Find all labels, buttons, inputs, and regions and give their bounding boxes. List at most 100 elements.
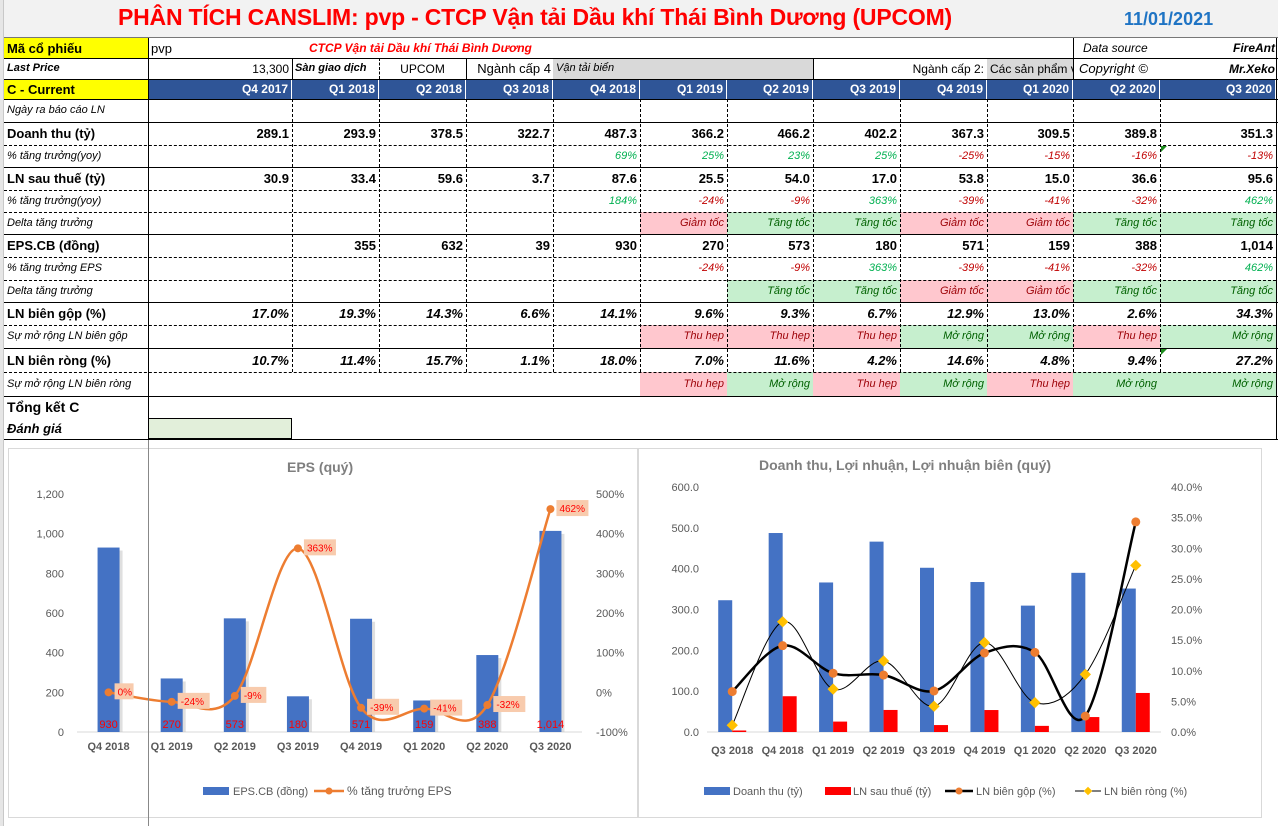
table-cell[interactable]: 466.2 (777, 126, 810, 141)
table-cell[interactable]: Tăng tốc (727, 280, 813, 302)
table-cell[interactable]: -25% (958, 149, 984, 162)
row-label[interactable]: LN biên ròng (%) (7, 352, 111, 368)
industry2-value[interactable]: Các sản phẩm v (987, 58, 1074, 79)
table-cell[interactable] (727, 99, 813, 122)
table-cell[interactable]: Mở rộng (1160, 372, 1276, 396)
table-cell[interactable]: 367.3 (951, 126, 984, 141)
table-cell[interactable]: Giảm tốc (987, 212, 1073, 234)
quarter-header[interactable]: Q3 2020 (1160, 79, 1276, 99)
table-cell[interactable]: 9.6% (694, 306, 724, 321)
row-label[interactable]: EPS.CB (đồng) (7, 238, 100, 253)
table-cell[interactable] (553, 257, 640, 280)
table-cell[interactable]: -24% (698, 194, 724, 207)
table-cell[interactable] (466, 190, 553, 212)
table-cell[interactable]: -39% (958, 194, 984, 207)
table-cell[interactable] (148, 325, 292, 348)
table-cell[interactable]: Thu hẹp (1073, 325, 1160, 348)
table-cell[interactable]: 2.6% (1127, 306, 1157, 321)
table-cell[interactable] (292, 280, 379, 302)
table-cell[interactable]: Giảm tốc (900, 280, 987, 302)
table-cell[interactable]: 571 (962, 238, 984, 253)
table-cell[interactable] (466, 280, 553, 302)
table-cell[interactable] (553, 212, 640, 234)
data-source-value[interactable]: FireAnt (1233, 41, 1275, 55)
table-cell[interactable]: 13.0% (1033, 306, 1070, 321)
table-cell[interactable]: Mở rộng (900, 372, 987, 396)
table-cell[interactable]: 9.4% (1127, 352, 1157, 368)
table-cell[interactable] (148, 99, 292, 122)
table-cell[interactable]: 19.3% (339, 306, 376, 321)
table-cell[interactable]: 18.0% (600, 352, 637, 368)
table-cell[interactable]: 270 (702, 238, 724, 253)
table-cell[interactable] (379, 372, 466, 396)
quarter-header[interactable]: Q1 2018 (292, 79, 379, 99)
table-cell[interactable]: 322.7 (517, 126, 550, 141)
ticker-label[interactable]: Mã cổ phiếu (4, 38, 148, 58)
quarter-header[interactable]: Q4 2019 (900, 79, 987, 99)
table-cell[interactable] (640, 280, 727, 302)
table-cell[interactable]: 1,014 (1240, 238, 1273, 253)
table-cell[interactable]: 17.0 (871, 171, 897, 186)
table-cell[interactable] (379, 257, 466, 280)
table-cell[interactable]: -15% (1044, 149, 1070, 162)
table-cell[interactable] (292, 257, 379, 280)
table-cell[interactable]: -16% (1131, 149, 1157, 162)
table-cell[interactable] (148, 257, 292, 280)
quarter-header[interactable]: Q2 2020 (1073, 79, 1160, 99)
row-label[interactable]: Sự mở rộng LN biên gộp (7, 330, 128, 342)
table-cell[interactable] (292, 372, 379, 396)
row-label[interactable]: % tăng trưởng(yoy) (7, 149, 102, 162)
exchange-value[interactable]: UPCOM (400, 61, 445, 76)
table-cell[interactable]: 14.1% (600, 306, 637, 321)
table-cell[interactable]: -41% (1044, 262, 1070, 274)
table-cell[interactable]: 388 (1135, 238, 1157, 253)
row-label[interactable]: Delta tăng trưởng (7, 284, 93, 297)
table-cell[interactable]: 69% (614, 149, 637, 162)
table-cell[interactable] (292, 145, 379, 167)
row-label[interactable]: Doanh thu (tỷ) (7, 126, 96, 141)
row-label[interactable]: Delta tăng trưởng (7, 216, 93, 229)
table-cell[interactable]: 12.9% (947, 306, 984, 321)
table-cell[interactable]: -32% (1131, 194, 1157, 207)
table-cell[interactable]: 33.4 (350, 171, 376, 186)
table-cell[interactable]: Mở rộng (727, 372, 813, 396)
row-label[interactable]: LN biên gộp (%) (7, 306, 106, 321)
table-cell[interactable]: 39 (535, 238, 550, 253)
table-cell[interactable]: 180 (875, 238, 897, 253)
table-cell[interactable] (813, 99, 900, 122)
table-cell[interactable]: 366.2 (691, 126, 724, 141)
table-cell[interactable]: Giảm tốc (987, 280, 1073, 302)
table-cell[interactable]: 25.5 (698, 171, 724, 186)
table-cell[interactable] (900, 99, 987, 122)
table-cell[interactable]: 402.2 (864, 126, 897, 141)
table-cell[interactable] (553, 325, 640, 348)
table-cell[interactable]: -32% (1131, 262, 1157, 274)
quarter-header[interactable]: Q3 2019 (813, 79, 900, 99)
copyright-value[interactable]: Mr.Xeko (1228, 61, 1275, 76)
table-cell[interactable]: 25% (874, 149, 897, 162)
comment-indicator[interactable] (1161, 146, 1167, 152)
quarter-header[interactable]: Q2 2019 (727, 79, 813, 99)
section-label[interactable]: C - Current (4, 79, 148, 99)
table-cell[interactable]: Thu hẹp (813, 372, 900, 396)
table-cell[interactable]: 27.2% (1236, 352, 1273, 368)
quarter-header[interactable]: Q3 2018 (466, 79, 553, 99)
table-cell[interactable]: Giảm tốc (900, 212, 987, 234)
data-source-label[interactable]: Data source (1083, 41, 1148, 55)
table-cell[interactable] (292, 99, 379, 122)
rating-input[interactable] (148, 418, 292, 439)
table-cell[interactable]: 363% (868, 262, 897, 274)
table-cell[interactable]: 389.8 (1124, 126, 1157, 141)
table-cell[interactable]: 11.6% (774, 352, 810, 368)
table-cell[interactable] (553, 372, 640, 396)
row-label[interactable]: Ngày ra báo cáo LN (7, 104, 105, 116)
industry2-label[interactable]: Ngành cấp 2: (912, 61, 984, 76)
table-cell[interactable] (640, 99, 727, 122)
table-cell[interactable]: 11.4% (340, 352, 376, 368)
last-price-value[interactable]: 13,300 (252, 61, 289, 76)
table-cell[interactable]: Tăng tốc (813, 212, 900, 234)
quarter-header[interactable]: Q1 2019 (640, 79, 727, 99)
table-cell[interactable]: 54.0 (784, 171, 810, 186)
table-cell[interactable]: 293.9 (343, 126, 376, 141)
comment-indicator[interactable] (1161, 349, 1167, 355)
